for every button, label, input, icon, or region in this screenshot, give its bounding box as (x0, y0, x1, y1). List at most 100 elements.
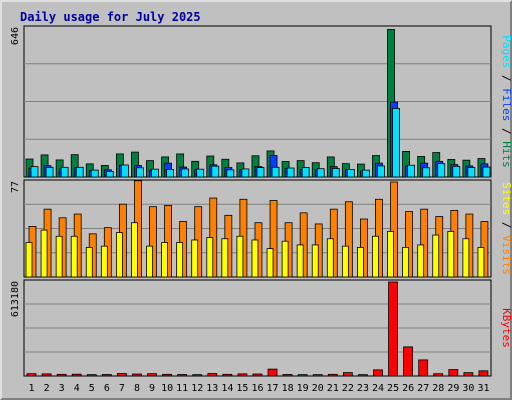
bar-visits-day-22 (344, 201, 353, 278)
x-tick-day-11: 11 (176, 383, 188, 394)
bar-sites-day-3 (55, 235, 63, 278)
x-tick-day-23: 23 (357, 383, 369, 394)
bar-sites-day-15 (236, 235, 244, 278)
bar-pages-day-3 (60, 166, 69, 178)
bar-kbytes-day-1 (26, 373, 37, 377)
bar-pages-day-19 (301, 167, 310, 178)
bar-pages-day-1 (30, 166, 39, 178)
x-tick-day-4: 4 (74, 383, 80, 394)
x-tick-day-10: 10 (161, 383, 173, 394)
page-title: Daily usage for July 2025 (20, 10, 201, 24)
legend-entry-hits: Hits (500, 141, 512, 168)
bar-sites-day-25 (387, 230, 394, 278)
bar-sites-day-10 (161, 242, 168, 278)
bar-sites-day-1 (25, 242, 33, 278)
x-tick-day-30: 30 (462, 383, 474, 394)
bar-pages-day-6 (105, 171, 114, 178)
bar-sites-day-18 (281, 240, 289, 278)
bar-pages-day-5 (90, 169, 99, 178)
x-tick-day-21: 21 (327, 383, 339, 394)
bar-kbytes-day-21 (327, 373, 338, 377)
bar-kbytes-day-4 (71, 373, 82, 377)
bar-pages-day-29 (452, 165, 461, 178)
bar-pages-day-11 (181, 168, 190, 178)
bar-kbytes-day-9 (147, 373, 157, 377)
bar-pages-day-2 (45, 166, 54, 178)
x-tick-day-6: 6 (104, 383, 110, 394)
legend-entry-sites: Sites (500, 182, 512, 215)
bar-kbytes-day-23 (358, 374, 368, 377)
y-max-label: 613180 (10, 281, 21, 317)
bar-pages-day-14 (226, 169, 235, 178)
x-tick-day-25: 25 (387, 383, 399, 394)
legend-separator: / (500, 215, 512, 235)
bar-kbytes-day-14 (222, 373, 233, 377)
bar-pages-day-20 (316, 168, 325, 178)
x-tick-day-20: 20 (312, 383, 324, 394)
x-tick-day-12: 12 (191, 383, 203, 394)
x-tick-day-19: 19 (297, 383, 309, 394)
x-tick-day-13: 13 (206, 383, 218, 394)
bar-sites-day-30 (462, 238, 470, 278)
legend-hits-files-pages: Pages / Files / Hits (500, 35, 512, 168)
x-tick-day-3: 3 (59, 383, 65, 394)
x-tick-day-2: 2 (44, 383, 50, 394)
bar-sites-day-6 (100, 245, 108, 278)
bar-kbytes-day-6 (101, 374, 112, 377)
bar-kbytes-day-17 (267, 368, 278, 377)
bar-visits-day-9 (149, 206, 157, 278)
bar-pages-day-8 (136, 167, 144, 178)
bar-kbytes-day-16 (252, 373, 263, 377)
bar-kbytes-day-27 (418, 359, 429, 377)
x-tick-day-28: 28 (432, 383, 444, 394)
bar-kbytes-day-26 (403, 346, 414, 377)
bar-pages-day-7 (120, 164, 129, 178)
y-max-label: 77 (10, 181, 21, 193)
bar-kbytes-day-13 (207, 373, 218, 377)
legend-kbytes: KBytes (500, 308, 512, 348)
bar-kbytes-day-24 (373, 369, 383, 377)
bar-pages-day-12 (196, 168, 205, 178)
bar-sites-day-26 (402, 246, 410, 278)
bar-pages-day-17 (271, 166, 280, 178)
bar-visits-day-25 (390, 181, 398, 278)
bar-pages-day-16 (256, 167, 265, 178)
bar-sites-day-11 (176, 242, 184, 278)
bar-pages-day-9 (151, 168, 159, 178)
x-tick-day-1: 1 (29, 383, 35, 394)
bar-kbytes-day-29 (448, 369, 459, 377)
bar-sites-day-7 (115, 232, 123, 278)
bar-kbytes-day-12 (192, 374, 203, 377)
x-tick-day-29: 29 (447, 383, 459, 394)
bar-sites-day-12 (191, 239, 199, 278)
bar-visits-day-27 (420, 208, 429, 278)
x-tick-day-17: 17 (267, 383, 279, 394)
bar-sites-day-21 (326, 238, 334, 278)
bar-sites-day-16 (251, 239, 259, 278)
bar-sites-day-17 (266, 248, 274, 278)
x-tick-day-8: 8 (134, 383, 140, 394)
bar-visits-day-26 (405, 211, 414, 278)
bar-kbytes-day-3 (56, 373, 67, 377)
bar-pages-day-18 (286, 167, 295, 178)
bar-kbytes-day-2 (41, 373, 52, 377)
bar-pages-day-26 (407, 164, 416, 178)
x-tick-day-9: 9 (149, 383, 155, 394)
x-tick-day-27: 27 (417, 383, 429, 394)
bar-sites-day-27 (417, 244, 425, 278)
bar-sites-day-24 (372, 235, 379, 278)
bar-kbytes-day-5 (86, 374, 97, 377)
bar-pages-day-15 (241, 168, 250, 178)
bar-kbytes-day-31 (478, 370, 489, 377)
bar-sites-day-19 (296, 244, 304, 278)
x-tick-day-26: 26 (402, 383, 414, 394)
bar-sites-day-31 (477, 246, 485, 278)
bar-pages-day-22 (346, 168, 355, 178)
bar-pages-day-23 (362, 169, 370, 178)
bar-sites-day-13 (206, 237, 214, 278)
y-max-label: 646 (10, 27, 21, 45)
bar-visits-day-17 (269, 200, 278, 278)
bar-sites-day-5 (85, 246, 93, 278)
bar-pages-day-10 (166, 168, 174, 178)
bar-kbytes-day-30 (463, 372, 474, 377)
